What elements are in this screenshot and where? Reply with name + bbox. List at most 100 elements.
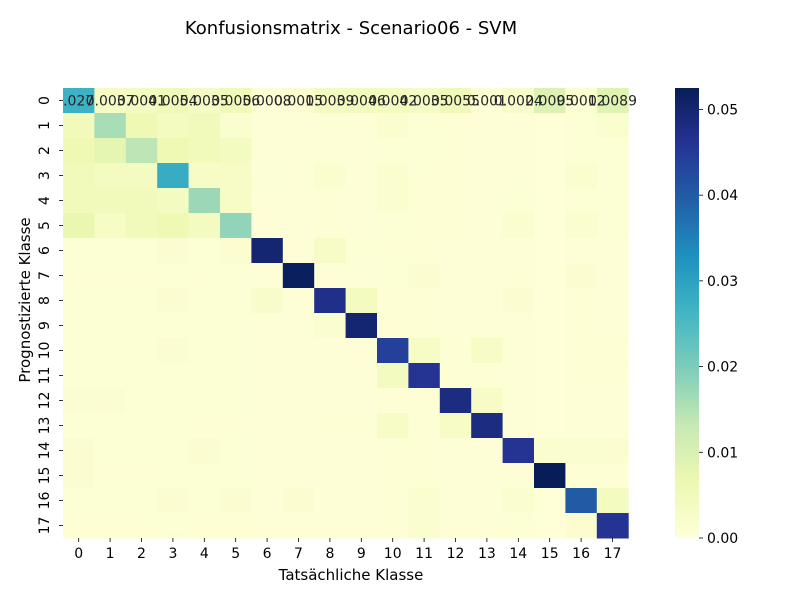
heatmap-cell-10-12 (439, 338, 472, 364)
heatmap-cell-12-6 (251, 388, 284, 414)
x-tick-label-7: 7 (294, 546, 303, 562)
cell-annotation-0-2: 0.0041 (117, 94, 166, 110)
heatmap-cell-14-12 (439, 438, 472, 464)
heatmap-cell-17-11 (408, 513, 441, 539)
heatmap-cell-13-17 (596, 413, 629, 439)
x-tick-label-17: 17 (604, 546, 622, 562)
heatmap-cell-16-1 (94, 488, 127, 514)
heatmap-cell-11-5 (220, 363, 252, 389)
heatmap-cell-16-8 (314, 488, 347, 514)
heatmap-cell-11-16 (565, 363, 598, 389)
heatmap-cell-3-1 (94, 163, 127, 189)
heatmap-cell-0-11 (408, 88, 441, 114)
heatmap-cell-13-2 (125, 413, 158, 439)
colorbar-tick-label-0: 0.00 (707, 531, 738, 547)
heatmap-cell-3-13 (471, 163, 504, 189)
x-tick-label-6: 6 (263, 546, 272, 562)
heatmap-cell-8-15 (534, 288, 566, 314)
heatmap-cell-15-8 (314, 463, 347, 489)
y-tick-label-3: 3 (37, 171, 53, 180)
heatmap-cell-5-3 (157, 213, 190, 239)
y-tick-label-15: 15 (37, 467, 53, 485)
heatmap-cell-7-13 (471, 263, 504, 289)
x-tick-label-15: 15 (541, 546, 559, 562)
heatmap-cell-7-12 (439, 263, 472, 289)
heatmap-cell-2-17 (596, 138, 629, 164)
heatmap-cell-3-16 (565, 163, 598, 189)
heatmap-cell-3-3 (157, 163, 190, 189)
heatmap-cell-11-3 (157, 363, 190, 389)
heatmap-cell-17-6 (251, 513, 284, 539)
heatmap-cell-16-3 (157, 488, 190, 514)
heatmap-cell-8-14 (502, 288, 535, 314)
heatmap-cell-8-12 (439, 288, 472, 314)
heatmap-cell-14-9 (345, 438, 378, 464)
heatmap-cell-12-3 (157, 388, 190, 414)
heatmap-cell-17-7 (282, 513, 315, 539)
heatmap-cell-1-3 (157, 113, 190, 139)
heatmap-cell-14-13 (471, 438, 504, 464)
cell-annotation-0-16: 0.0012 (557, 94, 606, 110)
heatmap-cell-16-5 (220, 488, 252, 514)
heatmap-cell-5-15 (534, 213, 566, 239)
heatmap-cell-4-7 (282, 188, 315, 214)
heatmap-cell-5-9 (345, 213, 378, 239)
heatmap-cell-2-3 (157, 138, 190, 164)
cell-annotation-0-1: 0.0037 (86, 94, 135, 110)
heatmap-cell-13-7 (282, 413, 315, 439)
heatmap-cell-10-9 (345, 338, 378, 364)
heatmap-cell-5-17 (596, 213, 629, 239)
heatmap-cell-8-7 (282, 288, 315, 314)
y-axis-label: Prognostizierte Klasse (16, 217, 34, 382)
heatmap-cell-11-6 (251, 363, 284, 389)
heatmap-cell-6-4 (188, 238, 221, 264)
heatmap-cell-0-4 (188, 88, 221, 114)
heatmap-cell-15-5 (220, 463, 252, 489)
heatmap-cell-9-17 (596, 313, 629, 339)
heatmap-cell-11-11 (408, 363, 441, 389)
colorbar-tick-label-1: 0.01 (707, 445, 738, 461)
heatmap-cell-13-8 (314, 413, 347, 439)
heatmap-cell-16-2 (125, 488, 158, 514)
heatmap-cell-4-17 (596, 188, 629, 214)
heatmap-cell-14-1 (94, 438, 127, 464)
heatmap-cell-9-1 (94, 313, 127, 339)
heatmap-cell-16-16 (565, 488, 598, 514)
cell-annotation-0-8: 0.0039 (305, 94, 354, 110)
heatmap-cell-6-11 (408, 238, 441, 264)
heatmap-cell-2-12 (439, 138, 472, 164)
heatmap-cell-14-6 (251, 438, 284, 464)
heatmap-cell-6-13 (471, 238, 504, 264)
heatmap-cell-9-16 (565, 313, 598, 339)
heatmap-cell-4-11 (408, 188, 441, 214)
heatmap-cell-12-2 (125, 388, 158, 414)
heatmap-cell-0-5 (220, 88, 252, 114)
heatmap-cell-3-8 (314, 163, 347, 189)
heatmap-cell-0-17 (596, 88, 629, 114)
heatmap-cell-17-1 (94, 513, 127, 539)
heatmap-cell-16-15 (534, 488, 566, 514)
heatmap-cell-13-4 (188, 413, 221, 439)
heatmap-cell-7-15 (534, 263, 566, 289)
heatmap-cell-12-0 (63, 388, 95, 414)
heatmap-cell-6-16 (565, 238, 598, 264)
heatmap-cell-7-16 (565, 263, 598, 289)
heatmap-cell-14-8 (314, 438, 347, 464)
y-tick-label-17: 17 (37, 517, 53, 535)
y-tick-label-0: 0 (37, 96, 53, 105)
heatmap-cell-8-3 (157, 288, 190, 314)
cell-annotation-0-11: 0.0035 (400, 94, 449, 110)
heatmap-cell-2-0 (63, 138, 95, 164)
heatmap-cell-15-10 (377, 463, 409, 489)
heatmap-cell-12-4 (188, 388, 221, 414)
heatmap-cell-11-7 (282, 363, 315, 389)
heatmap-cell-11-8 (314, 363, 347, 389)
heatmap-cell-8-11 (408, 288, 441, 314)
heatmap-cell-4-4 (188, 188, 221, 214)
heatmap-cell-3-7 (282, 163, 315, 189)
y-tick-label-4: 4 (37, 196, 53, 205)
heatmap-cell-4-1 (94, 188, 127, 214)
heatmap-cell-0-6 (251, 88, 284, 114)
heatmap-cell-6-7 (282, 238, 315, 264)
heatmap-cell-17-14 (502, 513, 535, 539)
